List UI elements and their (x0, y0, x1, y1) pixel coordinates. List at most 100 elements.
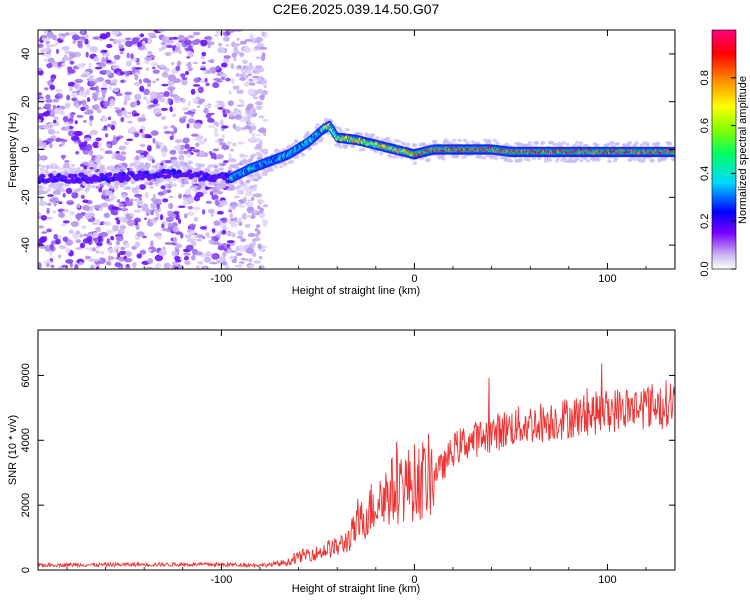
trace-halo (70, 163, 76, 168)
noise-speckle (240, 238, 247, 243)
snr-frame (37, 329, 676, 571)
noise-speckle (135, 149, 145, 154)
noise-speckle (158, 250, 167, 257)
noise-speckle (111, 30, 120, 36)
noise-speckle (71, 92, 79, 98)
trace-halo (52, 169, 57, 174)
noise-speckle (112, 135, 117, 142)
snr-y-tick-label: 2000 (20, 493, 32, 517)
noise-speckle (46, 202, 52, 207)
noise-speckle (142, 235, 147, 239)
noise-speckle (46, 45, 50, 52)
noise-speckle (144, 217, 148, 220)
noise-speckle (193, 234, 198, 241)
noise-speckle (118, 40, 122, 47)
noise-speckle (216, 210, 224, 215)
trace-halo (149, 185, 154, 190)
noise-speckle (45, 94, 51, 100)
noise-speckle (117, 252, 121, 258)
noise-speckle (137, 205, 141, 209)
trace-halo (91, 184, 96, 189)
trace-halo (54, 165, 60, 170)
trace-halo (443, 138, 449, 142)
spectrogram-y-tick-label: 0 (20, 146, 32, 152)
noise-speckle (46, 31, 55, 39)
noise-speckle (115, 248, 119, 254)
noise-speckle (201, 56, 205, 60)
noise-speckle (61, 154, 65, 160)
noise-speckle (138, 117, 147, 122)
noise-speckle (160, 107, 168, 111)
noise-speckle (48, 44, 56, 47)
snr-y-tick-label: 4000 (20, 428, 32, 452)
noise-speckle (215, 100, 224, 104)
noise-speckle (120, 151, 127, 155)
trace-halo (73, 170, 79, 174)
noise-speckle (124, 114, 132, 119)
noise-speckle (68, 229, 74, 235)
noise-speckle (105, 190, 113, 196)
trace-halo (122, 167, 127, 172)
noise-speckle (147, 32, 156, 37)
trace-halo (388, 154, 393, 159)
noise-speckle (38, 141, 44, 147)
noise-speckle (75, 247, 83, 250)
trace-halo (133, 162, 138, 166)
trace-halo (610, 140, 615, 145)
noise-speckle (105, 229, 115, 234)
noise-speckle (106, 123, 113, 128)
noise-speckle (194, 251, 203, 256)
trace-halo (565, 142, 570, 147)
noise-speckle (170, 124, 176, 129)
trace-halo (164, 183, 169, 188)
trace-halo (596, 157, 601, 161)
noise-speckle (234, 219, 239, 223)
trace-halo (541, 140, 546, 145)
noise-speckle (69, 210, 76, 216)
noise-speckle (65, 247, 71, 254)
noise-speckle (85, 144, 93, 151)
noise-speckle (119, 51, 124, 55)
noise-speckle (249, 37, 257, 44)
noise-speckle (233, 195, 240, 199)
noise-speckle (49, 251, 53, 256)
trace-halo (273, 164, 279, 169)
noise-speckle (185, 70, 190, 76)
noise-speckle (58, 143, 63, 148)
noise-speckle (212, 82, 220, 89)
colorbar-tick-label: 0.4 (699, 166, 711, 181)
noise-speckle (139, 128, 144, 133)
noise-speckle (94, 218, 102, 225)
noise-speckle (186, 211, 195, 216)
noise-speckle (258, 46, 268, 50)
noise-speckle (193, 137, 203, 141)
noise-speckle (257, 243, 262, 249)
noise-speckle (54, 40, 59, 46)
noise-speckle (182, 199, 187, 207)
trace-halo (254, 172, 260, 176)
trace-halo (489, 155, 495, 160)
trace-halo (218, 162, 223, 167)
noise-speckle (111, 65, 118, 70)
noise-speckle (64, 160, 70, 163)
trace-halo (126, 185, 131, 190)
noise-speckle (46, 63, 53, 69)
noise-speckle (130, 53, 134, 60)
noise-speckle (242, 65, 248, 69)
noise-speckle (47, 128, 55, 135)
noise-speckle (225, 77, 231, 82)
noise-speckle (247, 88, 255, 96)
noise-speckle (95, 226, 102, 233)
noise-speckle (68, 56, 72, 61)
noise-speckle (248, 258, 253, 263)
noise-speckle (185, 244, 194, 251)
trace-halo (319, 136, 324, 141)
noise-speckle (91, 154, 96, 162)
noise-speckle (244, 39, 253, 42)
noise-speckle (240, 154, 249, 158)
noise-speckle (125, 213, 130, 218)
noise-speckle (244, 110, 250, 114)
trace-halo (131, 187, 137, 192)
noise-speckle (129, 198, 134, 202)
trace-halo (338, 128, 343, 133)
